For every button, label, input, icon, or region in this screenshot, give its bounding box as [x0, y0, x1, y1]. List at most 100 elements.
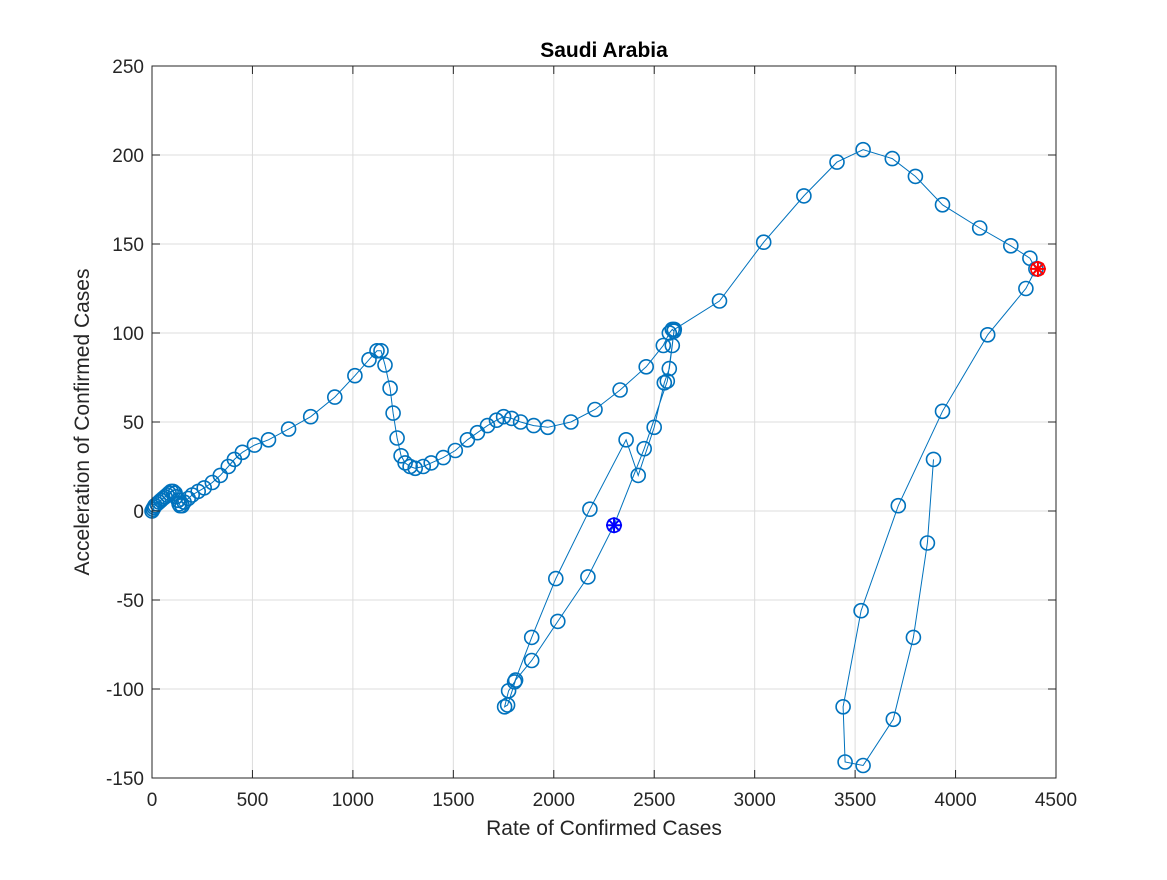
data-point [796, 188, 812, 204]
data-point [905, 629, 922, 646]
data-point [549, 613, 566, 630]
data-point [934, 197, 951, 213]
data-point [326, 389, 343, 405]
data-point [656, 374, 673, 391]
data-point [389, 430, 405, 446]
data-point [636, 440, 653, 457]
data-point [523, 629, 540, 646]
data-point [666, 321, 683, 338]
data-point [547, 570, 564, 587]
data-point [407, 460, 424, 477]
data-point [925, 451, 942, 468]
data-point [646, 419, 663, 436]
data-point [755, 234, 772, 250]
data-point [234, 444, 251, 461]
data-point [711, 293, 728, 309]
y-tick-label: 100 [112, 324, 144, 345]
x-tick-label: 0 [147, 790, 158, 811]
data-point [488, 412, 505, 429]
data-point [919, 535, 936, 551]
y-tick-label: -100 [106, 680, 144, 701]
data-point [212, 467, 229, 484]
data-point [415, 458, 432, 475]
data-point [563, 414, 579, 430]
data-point [582, 501, 598, 518]
data-point [495, 408, 512, 425]
y-tick-label: 50 [123, 413, 144, 434]
data-point [934, 403, 951, 420]
star-marker-stroke [1031, 262, 1045, 276]
data-point [630, 467, 647, 484]
x-tick-label: 1000 [332, 790, 374, 811]
x-tick-label: 4000 [934, 790, 976, 811]
data-point [1018, 280, 1034, 297]
data-point [260, 431, 277, 448]
data-point [385, 405, 401, 421]
data-point [580, 569, 596, 585]
data-point [479, 417, 496, 434]
data-point [853, 602, 869, 619]
x-tick-label: 1500 [432, 790, 474, 811]
data-point [890, 497, 907, 514]
x-tick-label: 2000 [533, 790, 575, 811]
data-point [855, 757, 871, 774]
data-point [655, 337, 672, 354]
star-marker-stroke [607, 518, 621, 532]
data-point [837, 754, 853, 770]
data-point [829, 154, 845, 170]
y-tick-label: -150 [106, 769, 144, 790]
data-point [196, 480, 212, 496]
data-point [618, 431, 634, 448]
star-marker [1029, 260, 1046, 277]
data-point [382, 380, 398, 397]
data-point [971, 220, 988, 236]
star-marker [606, 517, 623, 534]
data-point [855, 141, 871, 158]
data-point [587, 401, 603, 418]
y-tick-label: 150 [112, 235, 144, 256]
data-point [302, 408, 319, 425]
data-point [507, 672, 524, 688]
x-tick-label: 3000 [734, 790, 776, 811]
data-point [499, 697, 516, 713]
data-layer [144, 141, 1046, 774]
data-point [523, 652, 540, 669]
y-axis-label: Acceleration of Confirmed Cases [71, 269, 94, 576]
data-point [661, 360, 678, 377]
y-tick-label: 250 [112, 57, 144, 78]
chart-title: Saudi Arabia [540, 39, 668, 62]
data-point [979, 326, 996, 343]
data-point [373, 342, 389, 359]
data-point [280, 421, 297, 437]
data-point [496, 698, 513, 715]
data-point [1002, 238, 1019, 254]
data-point [377, 357, 393, 373]
star-marker-ring [1030, 261, 1046, 277]
data-point [369, 342, 385, 359]
data-point [664, 337, 681, 354]
data-point [539, 419, 556, 436]
data-point [659, 373, 676, 389]
y-tick-label: 200 [112, 146, 144, 167]
x-tick-label: 3500 [834, 790, 876, 811]
data-point [835, 698, 851, 715]
y-tick-label: 0 [133, 502, 144, 523]
x-tick-label: 2500 [633, 790, 675, 811]
data-point [638, 358, 655, 375]
data-point [246, 437, 263, 453]
data-point [447, 442, 464, 459]
data-point [907, 168, 924, 185]
x-tick-label: 500 [237, 790, 269, 811]
x-tick-label: 4500 [1035, 790, 1077, 811]
data-point [347, 367, 363, 384]
star-marker-ring [606, 517, 622, 534]
ticks: 0 500 1000 1500 2000 2500 3000 3500 4000 4500-150… [106, 57, 1077, 811]
data-point [435, 449, 452, 466]
x-axis-label: Rate of Confirmed Cases [486, 817, 722, 840]
data-point [361, 351, 377, 368]
y-tick-label: -50 [117, 591, 144, 612]
data-point [884, 150, 901, 167]
data-point [612, 382, 628, 398]
